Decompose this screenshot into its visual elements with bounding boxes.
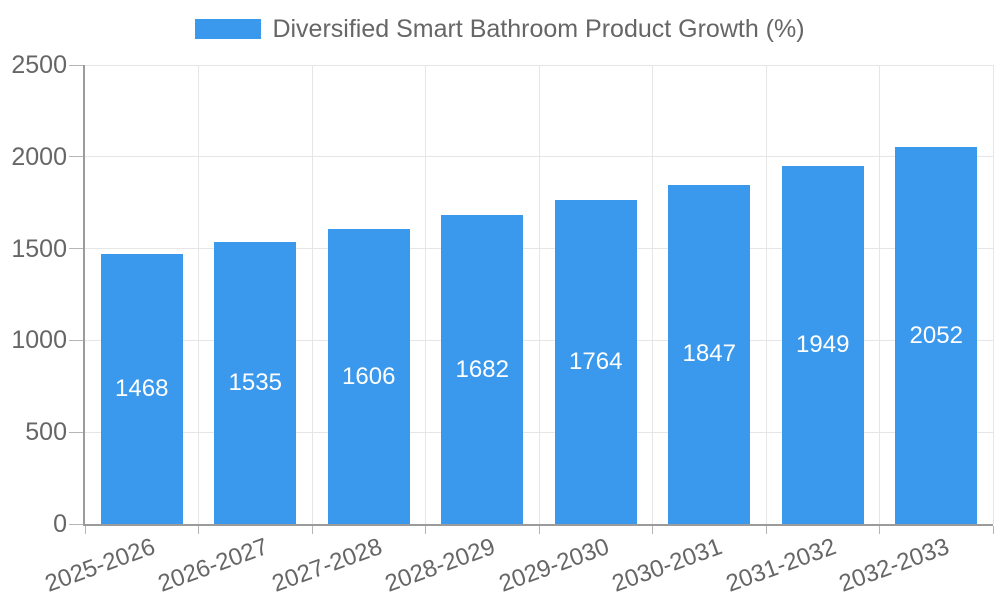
v-gridline xyxy=(198,65,199,524)
x-tick-label: 2031-2032 xyxy=(722,533,840,598)
v-gridline xyxy=(765,65,767,524)
x-tick-label: 2030-2031 xyxy=(609,533,727,598)
bar-2027-2028[interactable] xyxy=(327,229,410,524)
y-tick-mark xyxy=(69,339,85,341)
x-tick-mark xyxy=(425,526,426,534)
x-axis-line xyxy=(83,524,993,526)
v-gridline xyxy=(425,65,426,524)
y-axis-line xyxy=(83,65,85,524)
x-tick-label: 2028-2029 xyxy=(382,533,500,598)
y-tick-mark xyxy=(69,156,85,158)
x-tick-label: 2026-2027 xyxy=(155,533,273,598)
y-tick-label: 0 xyxy=(53,510,67,538)
x-tick-mark xyxy=(992,526,994,534)
x-tick-mark xyxy=(84,526,86,534)
x-tick-mark xyxy=(198,526,199,534)
x-tick-mark xyxy=(538,526,540,534)
v-gridline xyxy=(538,65,540,524)
bar-2031-2032[interactable] xyxy=(781,166,864,524)
bar-value-label: 1682 xyxy=(455,355,509,383)
v-gridline xyxy=(992,65,994,524)
bar-value-label: 1468 xyxy=(115,375,169,403)
x-tick-label: 2025-2026 xyxy=(41,533,159,598)
y-tick-label: 2000 xyxy=(11,142,67,171)
bar-value-label: 1535 xyxy=(228,369,282,397)
x-tick-label: 2027-2028 xyxy=(268,533,386,598)
bar-2028-2029[interactable] xyxy=(441,215,524,524)
y-tick-mark xyxy=(69,523,85,525)
v-gridline xyxy=(879,65,880,524)
v-gridline xyxy=(652,65,653,524)
bar-value-label: 1764 xyxy=(569,348,623,376)
bar-2029-2030[interactable] xyxy=(554,200,637,524)
x-tick-mark xyxy=(765,526,767,534)
legend-label: Diversified Smart Bathroom Product Growt… xyxy=(272,15,805,43)
x-tick-label: 2032-2033 xyxy=(836,533,954,598)
y-tick-label: 500 xyxy=(25,418,67,447)
bar-2032-2033[interactable] xyxy=(895,147,978,524)
legend-swatch xyxy=(195,19,262,39)
y-tick-mark xyxy=(69,248,85,250)
x-tick-mark xyxy=(879,526,880,534)
y-tick-label: 1000 xyxy=(11,326,67,355)
bar-value-label: 1847 xyxy=(682,340,736,368)
y-tick-mark xyxy=(69,431,85,433)
bar-2026-2027[interactable] xyxy=(214,242,297,524)
bar-2025-2026[interactable] xyxy=(100,254,183,524)
y-tick-label: 1500 xyxy=(11,234,67,263)
bar-2030-2031[interactable] xyxy=(668,184,751,524)
bar-value-label: 2052 xyxy=(909,321,963,349)
bar-value-label: 1949 xyxy=(796,331,850,359)
legend[interactable]: Diversified Smart Bathroom Product Growt… xyxy=(0,14,1000,44)
x-tick-mark xyxy=(311,526,313,534)
bar-value-label: 1606 xyxy=(342,362,396,390)
y-tick-mark xyxy=(69,64,85,66)
y-tick-label: 2500 xyxy=(11,51,67,79)
x-tick-mark xyxy=(652,526,653,534)
x-tick-label: 2029-2030 xyxy=(495,533,613,598)
v-gridline xyxy=(311,65,313,524)
